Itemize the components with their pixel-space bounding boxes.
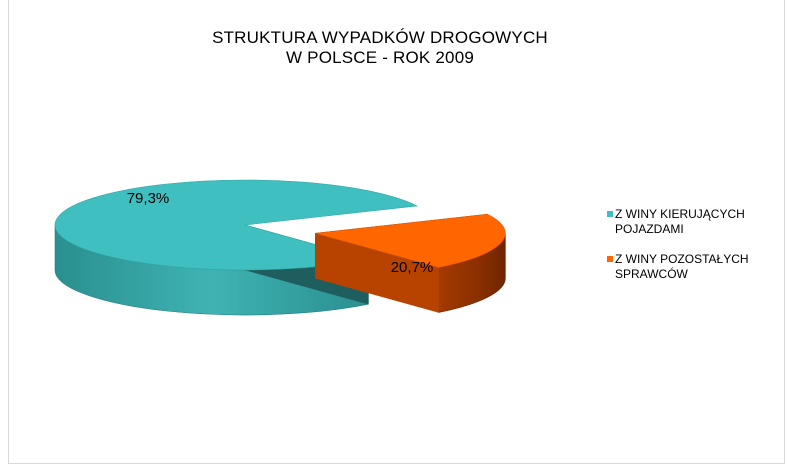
chart-title: STRUKTURA WYPADKÓW DROGOWYCH W POLSCE - … — [200, 28, 560, 68]
chart-title-line-2: W POLSCE - ROK 2009 — [285, 48, 475, 67]
legend-label-kierujacych-line-2: POJAZDAMI — [615, 222, 684, 236]
legend-swatch-kierujacych — [607, 211, 613, 217]
slice-kierujacych — [54, 179, 419, 271]
data-label-kierujacych: 79,3% — [127, 190, 170, 207]
legend-label-pozostalych-line-2: SPRAWCÓW — [615, 267, 688, 281]
legend-label-kierujacych-line-1: Z WINY KIERUJĄCYCH — [615, 207, 745, 221]
slice-pozostalych — [315, 213, 506, 268]
legend-label-pozostalych-line-1: Z WINY POZOSTAŁYCH — [615, 252, 749, 266]
chart-legend: Z WINY KIERUJĄCYCH POJAZDAMI Z WINY POZO… — [607, 207, 785, 297]
legend-item-kierujacych: Z WINY KIERUJĄCYCH POJAZDAMI — [607, 207, 785, 237]
data-label-pozostalych: 20,7% — [391, 259, 434, 276]
chart-title-line-1: STRUKTURA WYPADKÓW DROGOWYCH — [212, 28, 548, 47]
legend-swatch-pozostalych — [607, 256, 613, 262]
legend-item-pozostalych: Z WINY POZOSTAŁYCH SPRAWCÓW — [607, 252, 785, 282]
